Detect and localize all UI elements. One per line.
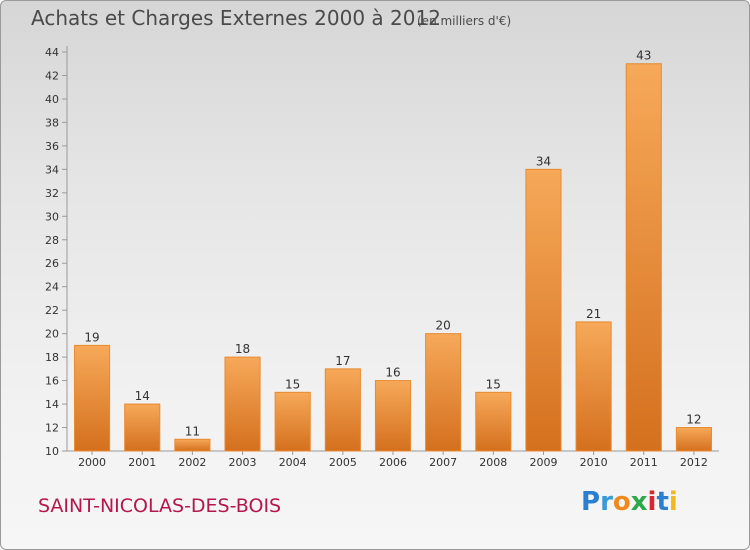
bar (525, 168, 562, 452)
bars (74, 63, 712, 452)
logo-letter: i (668, 487, 678, 517)
proxiti-logo[interactable]: Proxiti (581, 487, 678, 517)
data-label: 34 (536, 154, 551, 168)
logo-letter: t (656, 487, 669, 517)
chart-subtitle: (en milliers d'€) (417, 14, 512, 28)
data-label: 16 (385, 366, 400, 380)
bar (675, 427, 712, 452)
data-label: 17 (335, 354, 350, 368)
bar (174, 438, 211, 452)
data-label: 12 (686, 413, 701, 427)
logo-letter: P (581, 487, 601, 517)
x-tick-label: 2008 (479, 456, 507, 469)
commune-name: SAINT-NICOLAS-DES-BOIS (38, 495, 282, 517)
y-axis: 10 12 14 16 18 20 22 24 26 28 30 32 34 36 38 40 42 44 (45, 46, 68, 458)
data-label: 14 (135, 389, 150, 403)
x-tick-label: 2011 (630, 456, 658, 469)
data-label: 15 (285, 377, 300, 391)
x-tick-label: 2009 (529, 456, 557, 469)
y-tick-label: 44 (45, 46, 59, 59)
y-tick-label: 32 (45, 187, 59, 200)
y-tick-label: 18 (45, 351, 59, 364)
bar (224, 356, 261, 452)
y-tick-label: 14 (45, 398, 59, 411)
y-tick-label: 24 (45, 281, 59, 294)
x-tick-label: 2000 (78, 456, 106, 469)
y-tick-label: 16 (45, 375, 59, 388)
x-tick-label: 2001 (128, 456, 156, 469)
x-tick-label: 2004 (279, 456, 307, 469)
bar (625, 63, 662, 452)
bar (374, 380, 412, 452)
y-tick-label: 20 (45, 328, 59, 341)
bar (124, 403, 161, 452)
data-label: 21 (586, 307, 601, 321)
x-tick-label: 2012 (680, 456, 708, 469)
data-label: 15 (486, 377, 501, 391)
y-tick-label: 42 (45, 69, 59, 82)
logo-letter: i (647, 487, 657, 517)
y-tick-label: 28 (45, 234, 59, 247)
data-label: 11 (185, 424, 200, 438)
data-label: 43 (636, 49, 651, 63)
bar (74, 344, 111, 452)
data-labels: 19 14 11 18 15 17 16 20 15 34 21 43 12 (84, 49, 701, 439)
data-label: 20 (436, 319, 451, 333)
y-tick-label: 36 (45, 140, 59, 153)
x-tick-label: 2005 (329, 456, 357, 469)
bar (575, 321, 612, 452)
bar (274, 391, 311, 452)
logo-letter: r (600, 487, 613, 517)
data-label: 19 (84, 330, 99, 344)
y-tick-label: 30 (45, 210, 59, 223)
x-axis: 2000 2001 2002 2003 2004 2005 2006 2007 2008 2009… (67, 450, 719, 469)
y-tick-label: 38 (45, 116, 59, 129)
bar (475, 391, 512, 452)
y-tick-label: 12 (45, 422, 59, 435)
x-tick-label: 2003 (229, 456, 257, 469)
y-tick-label: 34 (45, 163, 59, 176)
bar (324, 368, 361, 452)
bar (425, 333, 462, 452)
logo-letter: x (630, 487, 648, 517)
logo-letter: o (612, 487, 631, 517)
x-tick-label: 2007 (429, 456, 457, 469)
chart-title: Achats et Charges Externes 2000 à 2012 (31, 6, 441, 30)
x-tick-label: 2002 (178, 456, 206, 469)
y-tick-label: 22 (45, 304, 59, 317)
y-tick-label: 10 (45, 445, 59, 458)
x-tick-label: 2006 (379, 456, 407, 469)
y-tick-label: 40 (45, 93, 59, 106)
data-label: 18 (235, 342, 250, 356)
y-tick-label: 26 (45, 257, 59, 270)
x-tick-label: 2010 (580, 456, 608, 469)
